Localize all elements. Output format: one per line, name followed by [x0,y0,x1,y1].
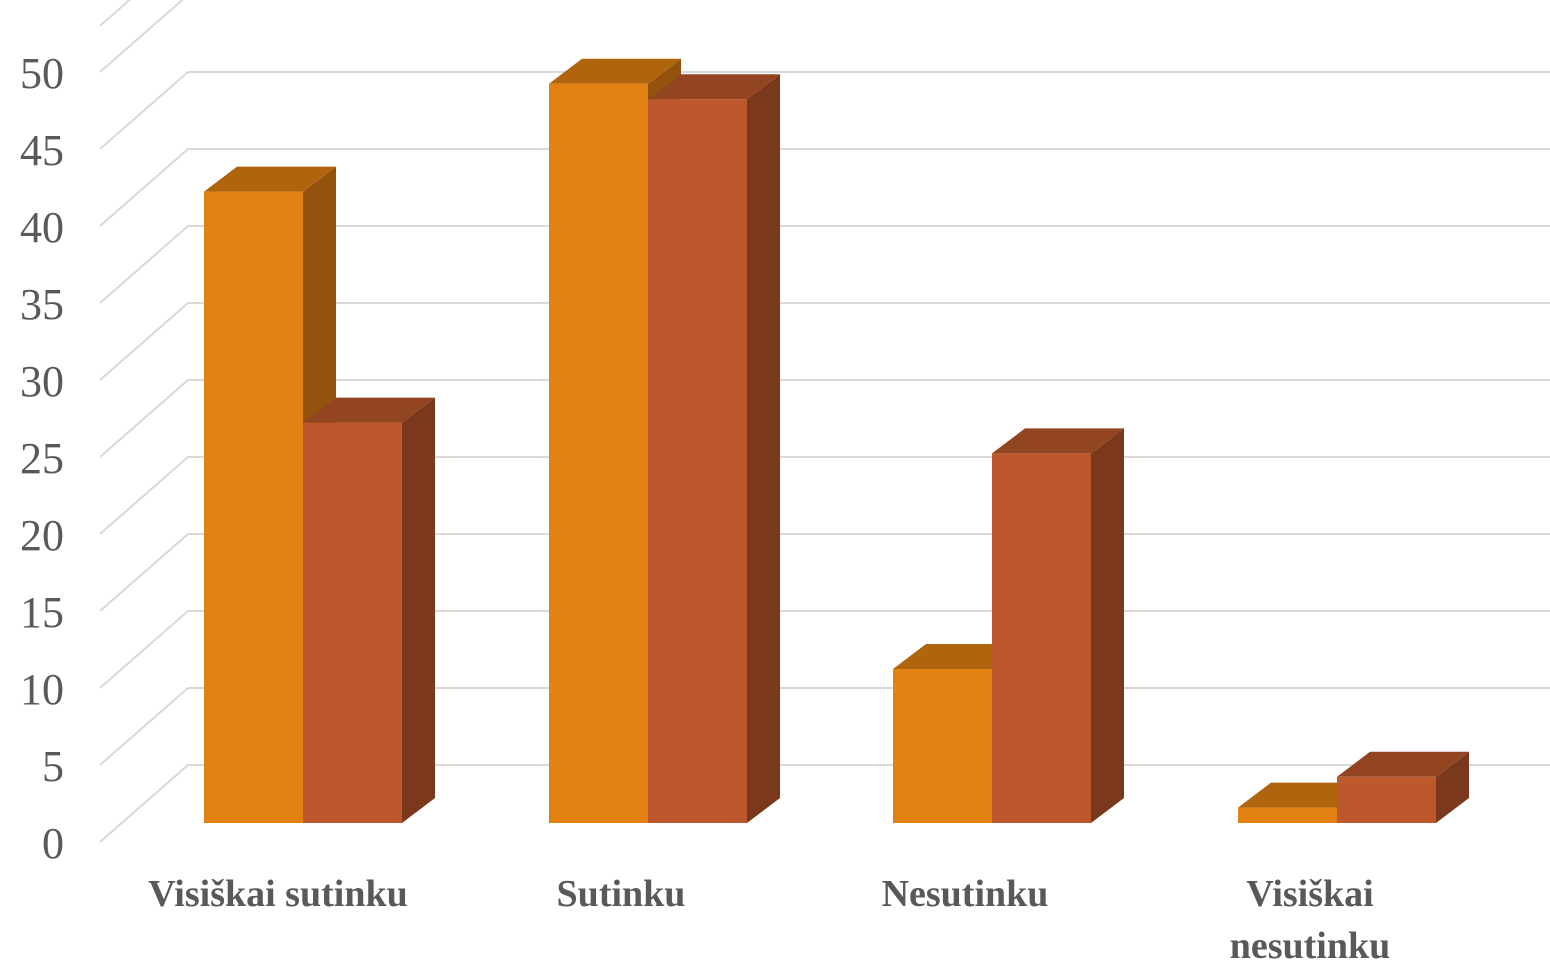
bar-2-3 [1337,751,1469,823]
bar-side [1091,428,1124,823]
y-tick-label: 40 [20,203,64,252]
x-tick-label: Sutinku [557,873,686,915]
bar-front [893,669,992,823]
y-tick-label: 10 [20,665,64,714]
bar-top [1337,751,1469,777]
bar-top [303,397,435,423]
gridline [99,0,184,73]
bar-2-2 [992,428,1124,823]
y-tick-label: 30 [20,357,64,406]
x-tick-label: Visiškai sutinku [148,873,407,915]
gridline [99,148,1550,227]
bar-front [1337,776,1436,823]
bar-top [549,58,681,84]
bar-side [747,74,780,823]
bar-front [549,83,648,824]
y-axis-tick-labels: 0 5 10 15 20 25 30 35 40 45 50 [20,49,64,868]
bar-top [204,166,336,192]
bar-side [1436,751,1469,823]
bar-front [1238,807,1337,823]
bar-front [648,99,747,823]
bar-front [204,191,303,824]
gridline [99,302,1550,381]
grid-layer [99,0,1550,843]
bar-front [303,422,402,823]
y-tick-label: 50 [20,49,64,98]
y-tick-label: 15 [20,588,64,637]
gridline [99,225,1550,304]
bar-side [402,397,435,823]
y-tick-label: 35 [20,280,64,329]
bars-layer [204,58,1469,824]
gridline [99,71,1550,150]
y-tick-label: 0 [42,819,64,868]
bar-2-1 [648,74,780,823]
bar-front [992,453,1091,823]
y-tick-label: 20 [20,511,64,560]
gridline [99,0,132,27]
bar-top [648,74,780,100]
x-tick-label: Nesutinku [882,873,1049,915]
gridline [99,379,1550,458]
bar-2-0 [303,397,435,823]
bar-top [992,428,1124,454]
y-tick-label: 45 [20,126,64,175]
y-tick-label: 5 [42,742,64,791]
x-tick-label: Visiškai nesutinku [1230,873,1391,962]
x-axis-tick-labels: Visiškai sutinku Sutinku Nesutinku Visiškai… [148,873,1390,962]
y-tick-label: 25 [20,434,64,483]
